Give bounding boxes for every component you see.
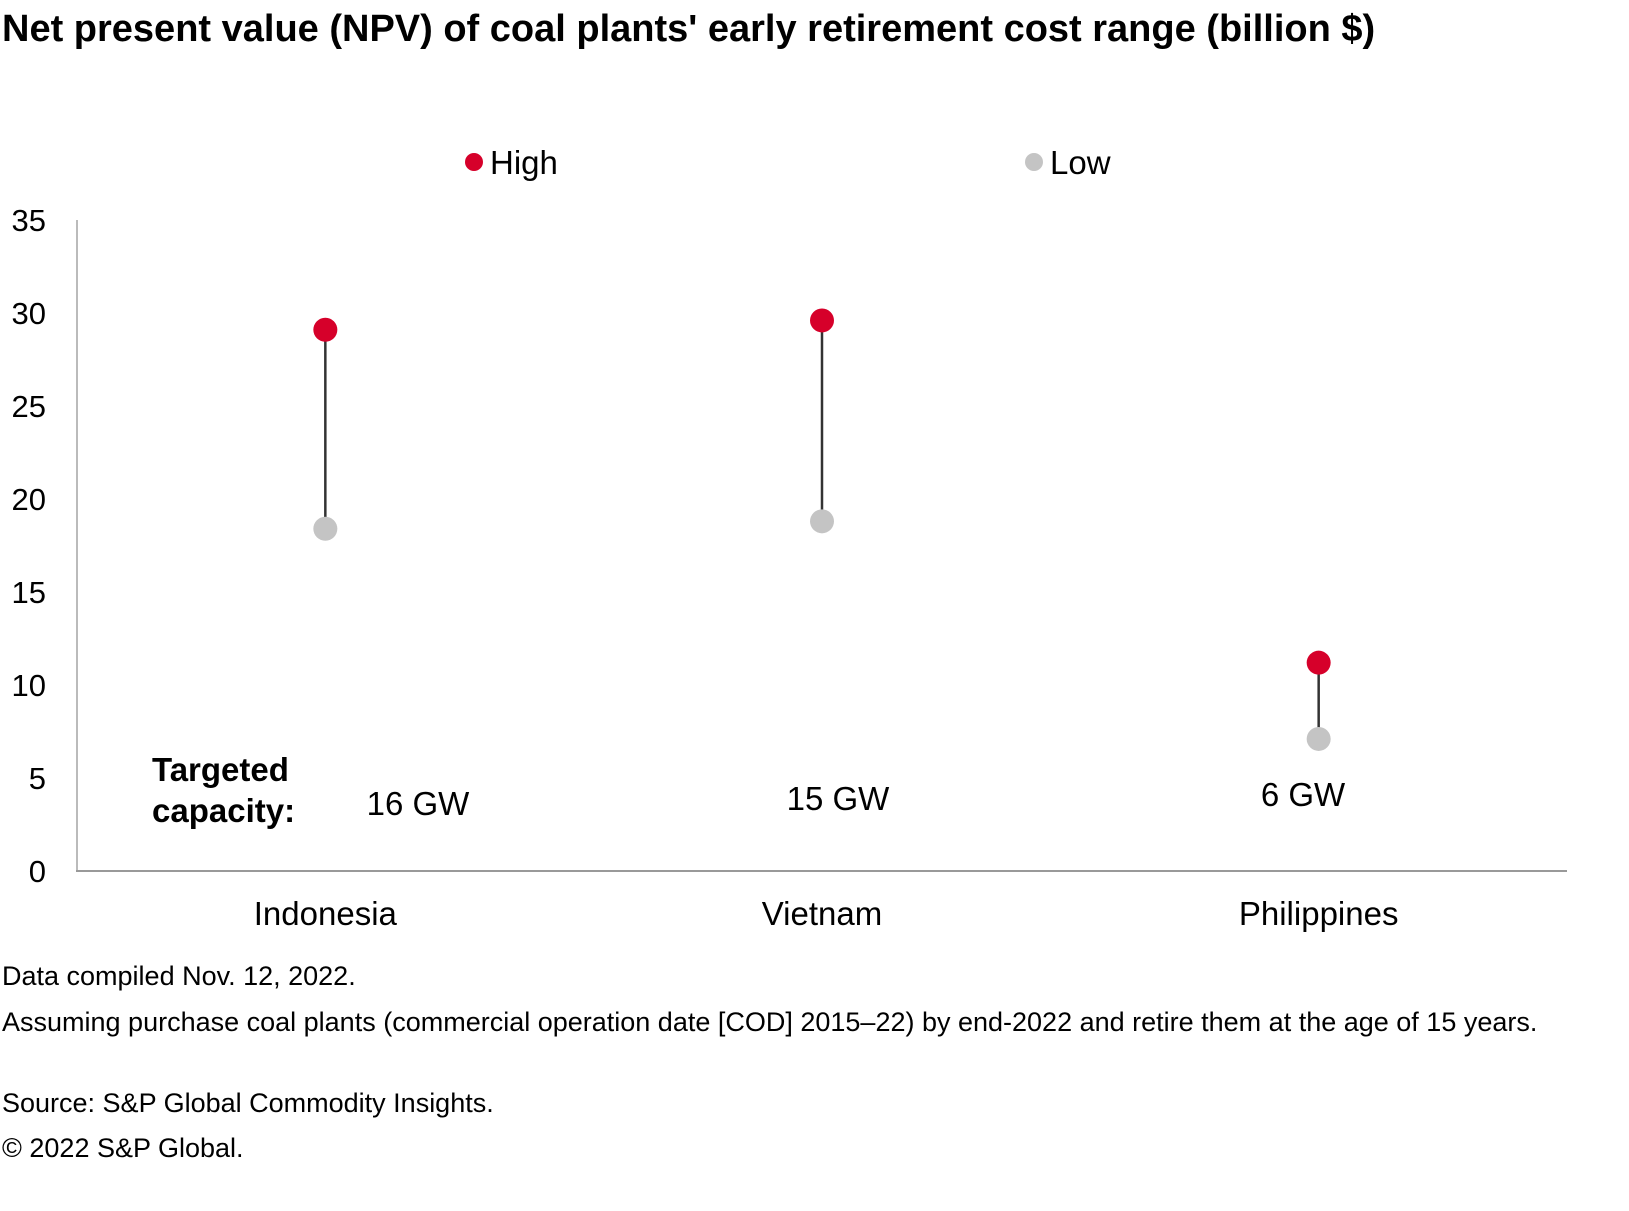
y-tick-label: 0	[29, 854, 46, 889]
x-tick-label: Philippines	[1239, 895, 1399, 932]
y-tick-label: 20	[12, 482, 46, 517]
annotation-label-line2: capacity:	[152, 792, 295, 829]
high-point	[1306, 650, 1331, 675]
y-tick-label: 35	[12, 203, 46, 238]
capacity-label: 16 GW	[367, 785, 471, 822]
legend-marker-high	[465, 153, 483, 171]
high-point	[313, 317, 338, 342]
note-date: Data compiled Nov. 12, 2022.	[2, 961, 356, 991]
capacity-label: 15 GW	[787, 780, 891, 817]
capacity-label: 6 GW	[1261, 776, 1346, 813]
y-tick-label: 30	[12, 296, 46, 331]
legend-marker-low	[1025, 153, 1043, 171]
low-point	[313, 516, 338, 541]
y-tick-label: 10	[12, 668, 46, 703]
y-tick-label: 5	[29, 761, 46, 796]
high-point	[810, 308, 834, 333]
annotation-label-line1: Targeted	[152, 751, 289, 788]
low-point	[1306, 726, 1331, 751]
y-tick-label: 15	[12, 575, 46, 610]
note-assumption: Assuming purchase coal plants (commercia…	[2, 1007, 1538, 1037]
chart-svg: 0 5 10 15 20 25 30 35 Indonesia Vietnam Philippine…	[12, 144, 1567, 932]
note-source: Source: S&P Global Commodity Insights.	[2, 1088, 494, 1118]
chart-title: Net present value (NPV) of coal plants' …	[2, 8, 1376, 50]
note-copyright: © 2022 S&P Global.	[2, 1133, 244, 1163]
legend-label-high: High	[490, 144, 558, 181]
low-point	[810, 509, 834, 534]
y-tick-label: 25	[12, 389, 46, 424]
x-tick-label: Indonesia	[254, 895, 398, 932]
x-tick-label: Vietnam	[762, 895, 882, 932]
legend-label-low: Low	[1050, 144, 1111, 181]
